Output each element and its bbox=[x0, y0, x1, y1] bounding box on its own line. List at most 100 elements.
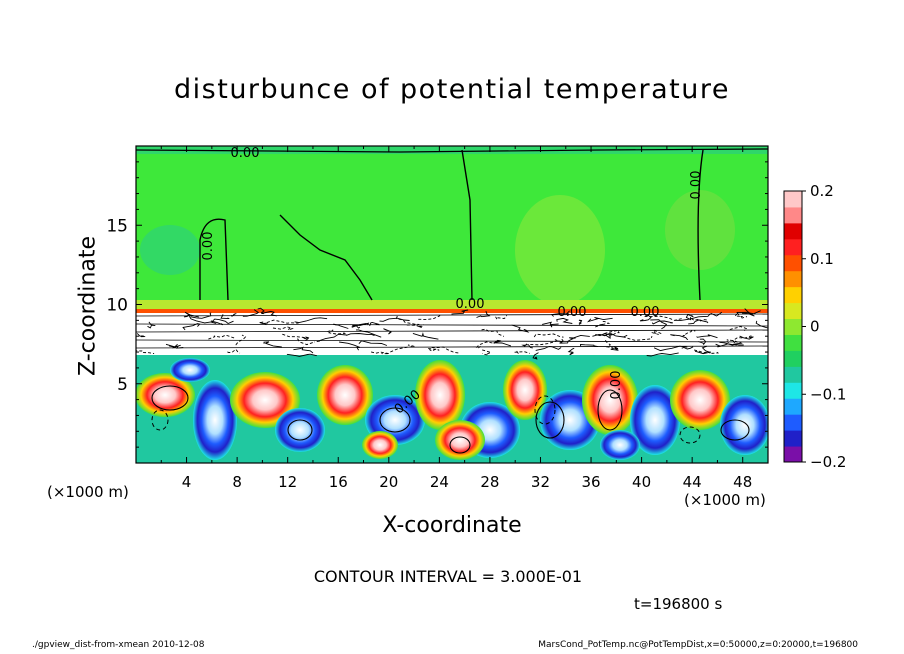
contour-line bbox=[136, 323, 768, 327]
x-tick-label: 28 bbox=[480, 473, 499, 491]
contour-scribble bbox=[418, 315, 441, 320]
y-tick-label: 15 bbox=[106, 216, 128, 236]
contour-scribble bbox=[383, 328, 392, 335]
contour-line bbox=[461, 149, 473, 301]
colorbar: 0.2 0.1 0 −0.1 −0.2 bbox=[783, 182, 846, 471]
contour-scribble bbox=[569, 334, 590, 340]
contour-scribble bbox=[729, 325, 748, 331]
colorbar-segment bbox=[784, 222, 802, 240]
contour-scribble bbox=[595, 333, 613, 337]
swirl bbox=[670, 370, 730, 430]
colorbar-segment bbox=[784, 382, 802, 399]
contour-scribble bbox=[694, 345, 712, 355]
contour-scribble bbox=[532, 352, 539, 360]
colorbar-segment bbox=[784, 398, 802, 415]
contour-scribble bbox=[136, 333, 146, 338]
contour-line bbox=[136, 345, 768, 349]
colorbar-segment bbox=[784, 446, 802, 463]
contour-label: 0.00 bbox=[631, 305, 660, 320]
contour-scribble bbox=[651, 320, 673, 325]
contour-scribble bbox=[639, 314, 652, 322]
colorbar-segment bbox=[784, 318, 802, 335]
field-top-band bbox=[136, 146, 768, 154]
contour-label: 0.00 bbox=[201, 232, 216, 261]
contour-scribble bbox=[514, 350, 530, 354]
contour-scribble bbox=[495, 315, 508, 320]
contour-scribble bbox=[530, 339, 563, 346]
swirl bbox=[317, 365, 373, 425]
mixing-contours bbox=[136, 307, 768, 360]
field-mixing-layer bbox=[136, 313, 768, 355]
contour-scribble bbox=[451, 309, 469, 315]
contour-scribble bbox=[263, 341, 282, 348]
contour-label: 0.00 bbox=[231, 146, 260, 161]
swirl bbox=[415, 360, 465, 430]
colorbar-tick-label: −0.1 bbox=[810, 385, 846, 403]
swirl bbox=[275, 408, 325, 452]
contour-scribble bbox=[688, 319, 709, 325]
contour-line bbox=[199, 218, 229, 301]
contour-scribble bbox=[736, 310, 761, 316]
contour-scribble bbox=[651, 329, 663, 335]
contour-scribble bbox=[259, 321, 268, 326]
field-patch bbox=[515, 195, 605, 305]
y-tick-label: 5 bbox=[117, 375, 128, 395]
contour-scribble bbox=[190, 312, 212, 319]
x-unit-left: (×1000 m) bbox=[47, 483, 129, 501]
contour-loop bbox=[151, 385, 189, 411]
contour-scribble bbox=[732, 335, 752, 344]
contour-scribble bbox=[266, 319, 299, 324]
field-patch bbox=[140, 225, 200, 275]
swirl bbox=[193, 380, 237, 460]
x-tick-label: 20 bbox=[379, 473, 398, 491]
swirl bbox=[720, 395, 768, 455]
x-tick-label: 4 bbox=[182, 473, 192, 491]
contour-scribble bbox=[559, 338, 574, 344]
contour-scribble bbox=[358, 340, 388, 346]
contour-scribble bbox=[183, 311, 199, 318]
chart-title: disturbunce of potential temperature bbox=[174, 74, 730, 105]
x-unit-right: (×1000 m) bbox=[684, 491, 766, 509]
contour-scribble bbox=[541, 321, 559, 328]
contour-loop bbox=[379, 407, 411, 433]
contour-scribble bbox=[208, 334, 235, 340]
contour-scribble bbox=[297, 338, 316, 346]
contour-scribble bbox=[220, 314, 230, 320]
y-tick-label: 10 bbox=[106, 296, 128, 316]
swirl bbox=[600, 430, 640, 460]
contour-scribble bbox=[242, 309, 260, 317]
contour-scribble bbox=[379, 317, 410, 322]
contour-loop-negative bbox=[679, 426, 701, 444]
contour-scribble bbox=[696, 334, 718, 339]
x-tick-label: 48 bbox=[733, 473, 752, 491]
y-axis-label: Z-coordinate bbox=[75, 236, 101, 376]
contour-line bbox=[136, 313, 768, 317]
contour-line bbox=[136, 339, 768, 343]
swirl bbox=[582, 365, 638, 435]
contour-scribble bbox=[346, 333, 375, 337]
colorbar-segment bbox=[784, 191, 802, 208]
contour-interval-note: CONTOUR INTERVAL = 3.000E-01 bbox=[313, 567, 583, 586]
contour-scribble bbox=[610, 346, 619, 351]
contour-scribble bbox=[681, 346, 694, 350]
contour-scribble bbox=[227, 348, 241, 354]
contour-label: 0.00 bbox=[689, 171, 704, 200]
colorbar-tick-label: −0.2 bbox=[810, 453, 846, 471]
swirl bbox=[630, 385, 680, 455]
contour-scribble bbox=[734, 313, 748, 319]
contour-scribble bbox=[533, 333, 564, 338]
contour-line bbox=[136, 148, 768, 153]
contour-scribble bbox=[327, 329, 347, 335]
contour-scribble bbox=[412, 332, 439, 340]
colorbar-segment bbox=[784, 334, 802, 351]
contour-scribble bbox=[646, 352, 679, 357]
x-tick-label: 44 bbox=[683, 473, 702, 491]
swirl bbox=[170, 358, 210, 382]
swirl bbox=[435, 420, 485, 460]
contour-scribble bbox=[693, 349, 720, 355]
colorbar-segment bbox=[784, 286, 802, 304]
contour-scribble bbox=[710, 311, 723, 317]
contour-scribble bbox=[339, 341, 361, 351]
x-tick-label: 8 bbox=[232, 473, 242, 491]
